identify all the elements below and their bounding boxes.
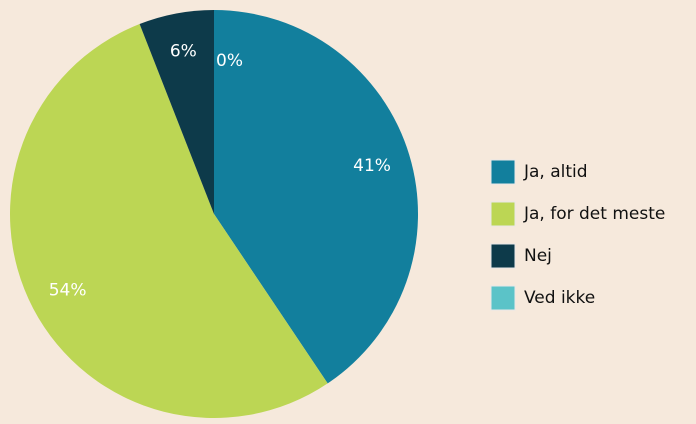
legend-label: Ja, for det meste: [523, 204, 665, 224]
pie-slice: [9, 24, 328, 419]
value-label: 54%: [49, 281, 87, 301]
legend-swatch: [490, 201, 516, 227]
value-label: 6%: [170, 42, 197, 62]
value-label: 41%: [353, 156, 391, 176]
legend-label: Ved ikke: [524, 288, 595, 308]
pie-slice: [214, 10, 419, 384]
legend-swatch: [490, 285, 516, 311]
legend-label: Ja, altid: [523, 162, 588, 182]
legend-label: Nej: [524, 246, 552, 266]
legend-swatch: [490, 243, 516, 269]
value-label: 0%: [216, 51, 243, 71]
legend-swatch: [490, 159, 516, 185]
pie-slice: [139, 10, 214, 214]
